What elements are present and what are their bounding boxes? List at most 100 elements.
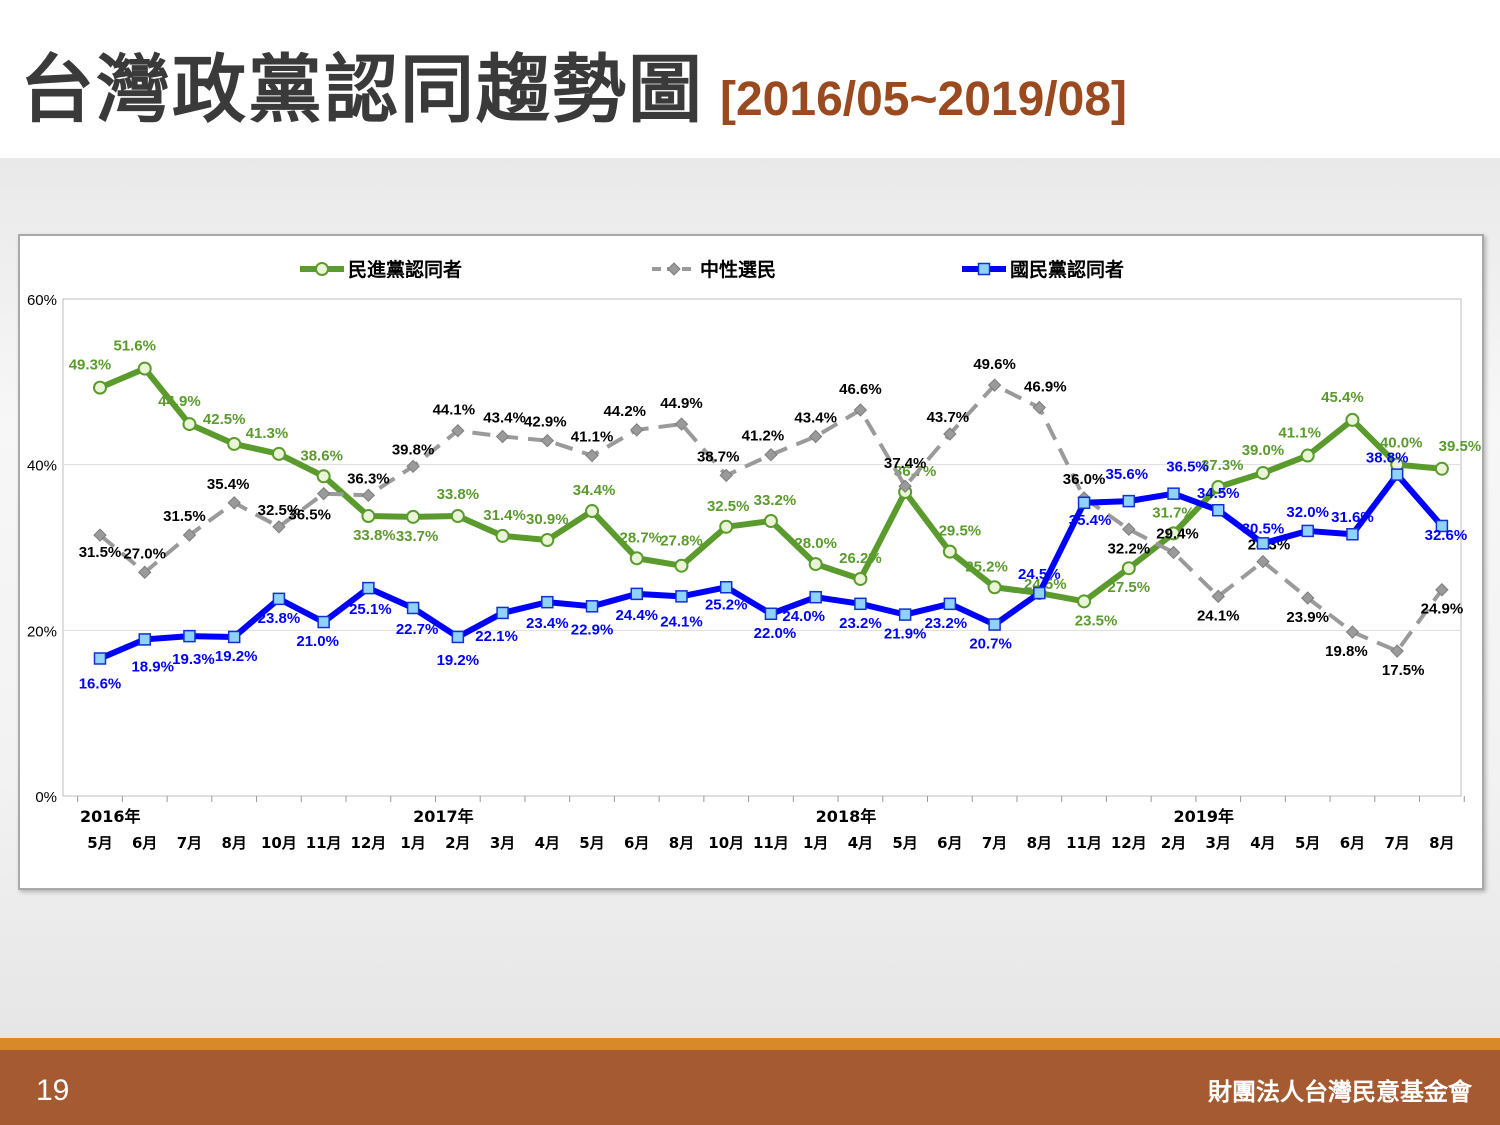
data-point [1077, 594, 1092, 609]
data-point [585, 448, 599, 463]
data-point [854, 597, 867, 611]
data-point [675, 590, 688, 603]
data-point [137, 361, 152, 376]
data-label: 44.9% [158, 393, 201, 410]
data-point [1255, 465, 1270, 480]
data-point [138, 633, 151, 646]
data-point [1211, 589, 1225, 604]
data-label: 34.4% [573, 482, 616, 499]
data-point [942, 544, 957, 559]
data-label: 34.5% [1197, 485, 1240, 502]
data-label: 18.9% [131, 658, 174, 675]
data-label: 41.2% [742, 428, 785, 445]
data-label: 40.0% [1380, 435, 1423, 452]
x-tick-label: 1月 [400, 834, 425, 852]
data-label: 23.2% [839, 615, 882, 632]
x-tick-label: 8月 [669, 834, 694, 852]
data-point [1166, 526, 1181, 541]
data-point [540, 533, 555, 548]
data-point [898, 608, 912, 621]
data-label: 32.5% [258, 502, 301, 519]
data-label: 28.0% [794, 535, 837, 552]
data-label: 22.7% [396, 621, 439, 638]
data-label: 36.3% [347, 470, 390, 487]
data-label: 22.1% [475, 628, 518, 645]
data-point [182, 417, 197, 432]
data-label: 24.0% [782, 608, 825, 625]
data-label: 20.7% [969, 636, 1012, 653]
data-point [853, 571, 868, 586]
data-point [182, 528, 197, 542]
data-point [316, 486, 331, 501]
data-label: 41.1% [1278, 425, 1321, 442]
data-point [406, 509, 421, 524]
data-label: 31.6% [1331, 509, 1374, 526]
data-label: 42.9% [524, 414, 567, 431]
data-point [1301, 591, 1315, 605]
data-label: 42.5% [203, 411, 246, 428]
data-label: 44.2% [603, 403, 646, 420]
data-point [1211, 480, 1226, 495]
x-tick-label: 5月 [892, 834, 917, 852]
data-label: 27.0% [123, 545, 166, 562]
data-point [808, 429, 823, 444]
year-label: 2017年 [413, 807, 474, 826]
x-tick-label: 7月 [982, 834, 1007, 852]
data-label: 28.7% [619, 529, 662, 546]
data-point [1300, 448, 1315, 463]
x-tick-label: 7月 [1384, 834, 1409, 852]
data-label: 51.6% [113, 338, 156, 355]
data-point [406, 459, 420, 474]
data-point [809, 590, 822, 604]
data-point [1434, 461, 1449, 476]
data-label: 27.8% [660, 533, 703, 550]
x-tick-label: 4月 [1250, 834, 1275, 852]
data-label: 29.4% [1156, 525, 1199, 542]
data-label: 44.9% [660, 395, 703, 412]
data-label: 36.0% [1063, 471, 1106, 488]
data-point [406, 601, 420, 615]
data-label: 21.9% [884, 626, 927, 643]
data-point [585, 600, 599, 613]
data-point [1121, 561, 1136, 576]
x-tick-label: 10月 [708, 834, 744, 852]
data-point [1256, 537, 1270, 550]
x-tick-label: 4月 [535, 834, 560, 852]
data-label: 46.9% [1024, 379, 1067, 396]
data-label: 49.6% [973, 356, 1016, 373]
data-point [1122, 494, 1136, 508]
data-label: 25.1% [349, 601, 392, 618]
data-point [1301, 524, 1314, 538]
x-tick-label: 11月 [1066, 834, 1102, 852]
legend-marker [667, 262, 681, 276]
data-label: 31.5% [163, 508, 206, 525]
data-point [674, 417, 689, 431]
data-point [496, 606, 509, 620]
data-point [1345, 412, 1360, 427]
data-label: 19.3% [172, 651, 215, 668]
data-point [361, 509, 376, 524]
data-point [943, 597, 957, 611]
x-tick-label: 6月 [624, 834, 649, 852]
data-point [1435, 519, 1449, 533]
data-label: 43.4% [483, 410, 526, 427]
legend-marker [315, 262, 329, 276]
data-label: 35.4% [1069, 512, 1112, 529]
data-label: 31.5% [79, 544, 122, 561]
x-tick-label: 4月 [848, 834, 873, 852]
data-point [317, 615, 330, 629]
x-tick-label: 11月 [753, 834, 789, 852]
x-tick-label: 12月 [1111, 834, 1147, 852]
data-point [719, 468, 733, 483]
party-identification-chart: 0% 20% 40% 60% 5月 6月 7月 8月 10月 11月 12月 1月 2月 3月 4月 5月 6月… [27, 258, 1481, 852]
data-label: 19.8% [1325, 643, 1368, 660]
data-point [93, 652, 107, 665]
y-tick-label: 20% [27, 623, 57, 640]
data-label: 37.4% [884, 455, 927, 472]
data-point [1256, 554, 1270, 569]
data-point [183, 629, 196, 643]
data-point [227, 496, 241, 510]
data-point [227, 436, 242, 451]
data-label: 24.9% [1421, 601, 1464, 618]
legend-label: 國民黨認同者 [1010, 258, 1124, 281]
